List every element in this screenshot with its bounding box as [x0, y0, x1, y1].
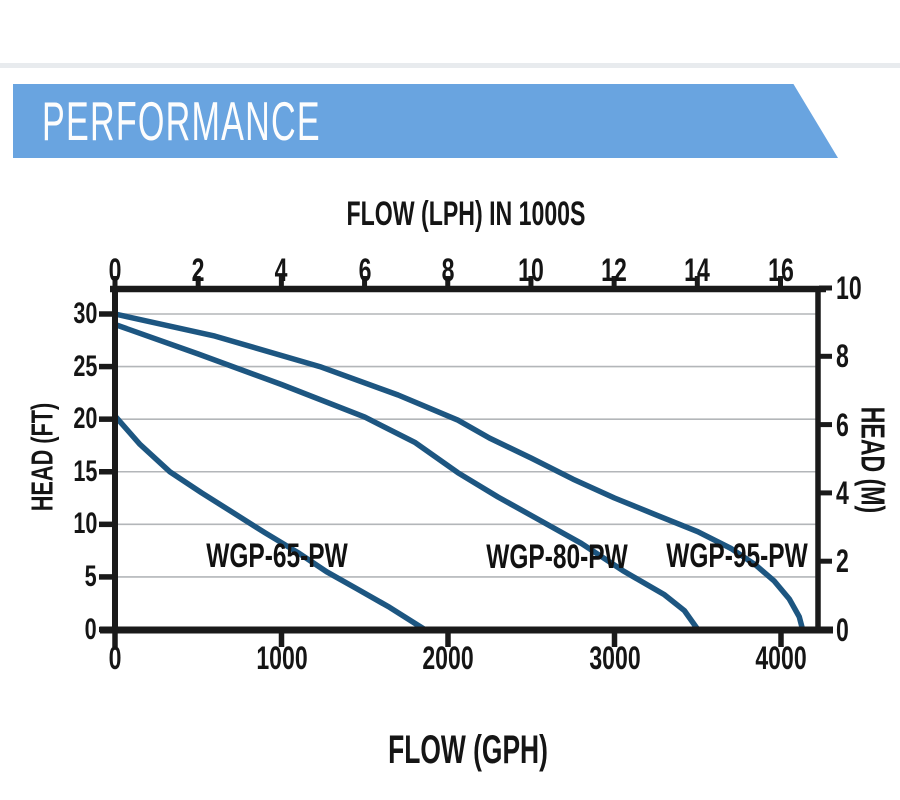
top-axis-tick-label: 6: [358, 252, 371, 288]
bottom-axis-tick-label: 0: [108, 640, 122, 676]
curve-wgp-65-pw: [112, 413, 428, 633]
top-axis-tick-label: 14: [684, 252, 711, 288]
right-axis-tick-label: 0: [836, 611, 849, 648]
bottom-axis-tick-label: 3000: [588, 640, 641, 676]
top-axis-tick-label: 16: [767, 252, 794, 288]
top-axis-tick-label: 8: [441, 252, 455, 288]
top-axis-tick-label: 0: [108, 252, 122, 288]
left-axis-tick-label: 15: [72, 454, 97, 488]
right-axis-tick-label: 10: [836, 270, 862, 306]
right-axis-title: HEAD (M): [854, 406, 892, 514]
curve-wgp-95-pw: [112, 311, 806, 633]
top-axis-tick-label: 12: [601, 252, 627, 288]
curve-wgp-80-pw: [112, 321, 701, 633]
right-axis-tick-label: 2: [836, 543, 849, 580]
left-axis-tick-label: 30: [72, 297, 97, 330]
bottom-axis-tick-label: 2000: [422, 640, 474, 676]
bottom-axis-tick-label: 1000: [255, 640, 308, 676]
left-axis-tick-label: 10: [72, 507, 97, 541]
right-axis-tick-label: 8: [836, 338, 849, 375]
left-axis-tick-label: 25: [72, 349, 97, 383]
performance-banner: PERFORMANCE: [13, 84, 838, 158]
banner-title: PERFORMANCE: [42, 89, 321, 152]
top-divider: [0, 63, 900, 68]
top-axis-tick-label: 2: [191, 252, 205, 288]
top-axis-title: FLOW (LPH) IN 1000S: [346, 195, 586, 233]
bottom-axis-tick-label: 4000: [755, 640, 807, 676]
right-axis-tick-label: 4: [836, 474, 849, 511]
left-axis-title: HEAD (FT): [24, 402, 60, 512]
left-axis-tick-label: 5: [84, 559, 97, 593]
bottom-axis-title: FLOW (GPH): [388, 728, 548, 772]
right-axis-tick-label: 6: [836, 406, 849, 443]
top-axis-tick-label: 10: [518, 252, 544, 288]
curve-label-wgp-95-pw: WGP-95-PW: [666, 537, 808, 575]
left-axis-tick-label: 20: [72, 402, 97, 436]
left-axis-tick-label: 0: [84, 612, 97, 646]
curve-label-wgp-80-pw: WGP-80-PW: [486, 538, 628, 576]
curve-label-wgp-65-pw: WGP-65-PW: [206, 537, 348, 575]
top-axis-tick-label: 4: [274, 252, 288, 288]
